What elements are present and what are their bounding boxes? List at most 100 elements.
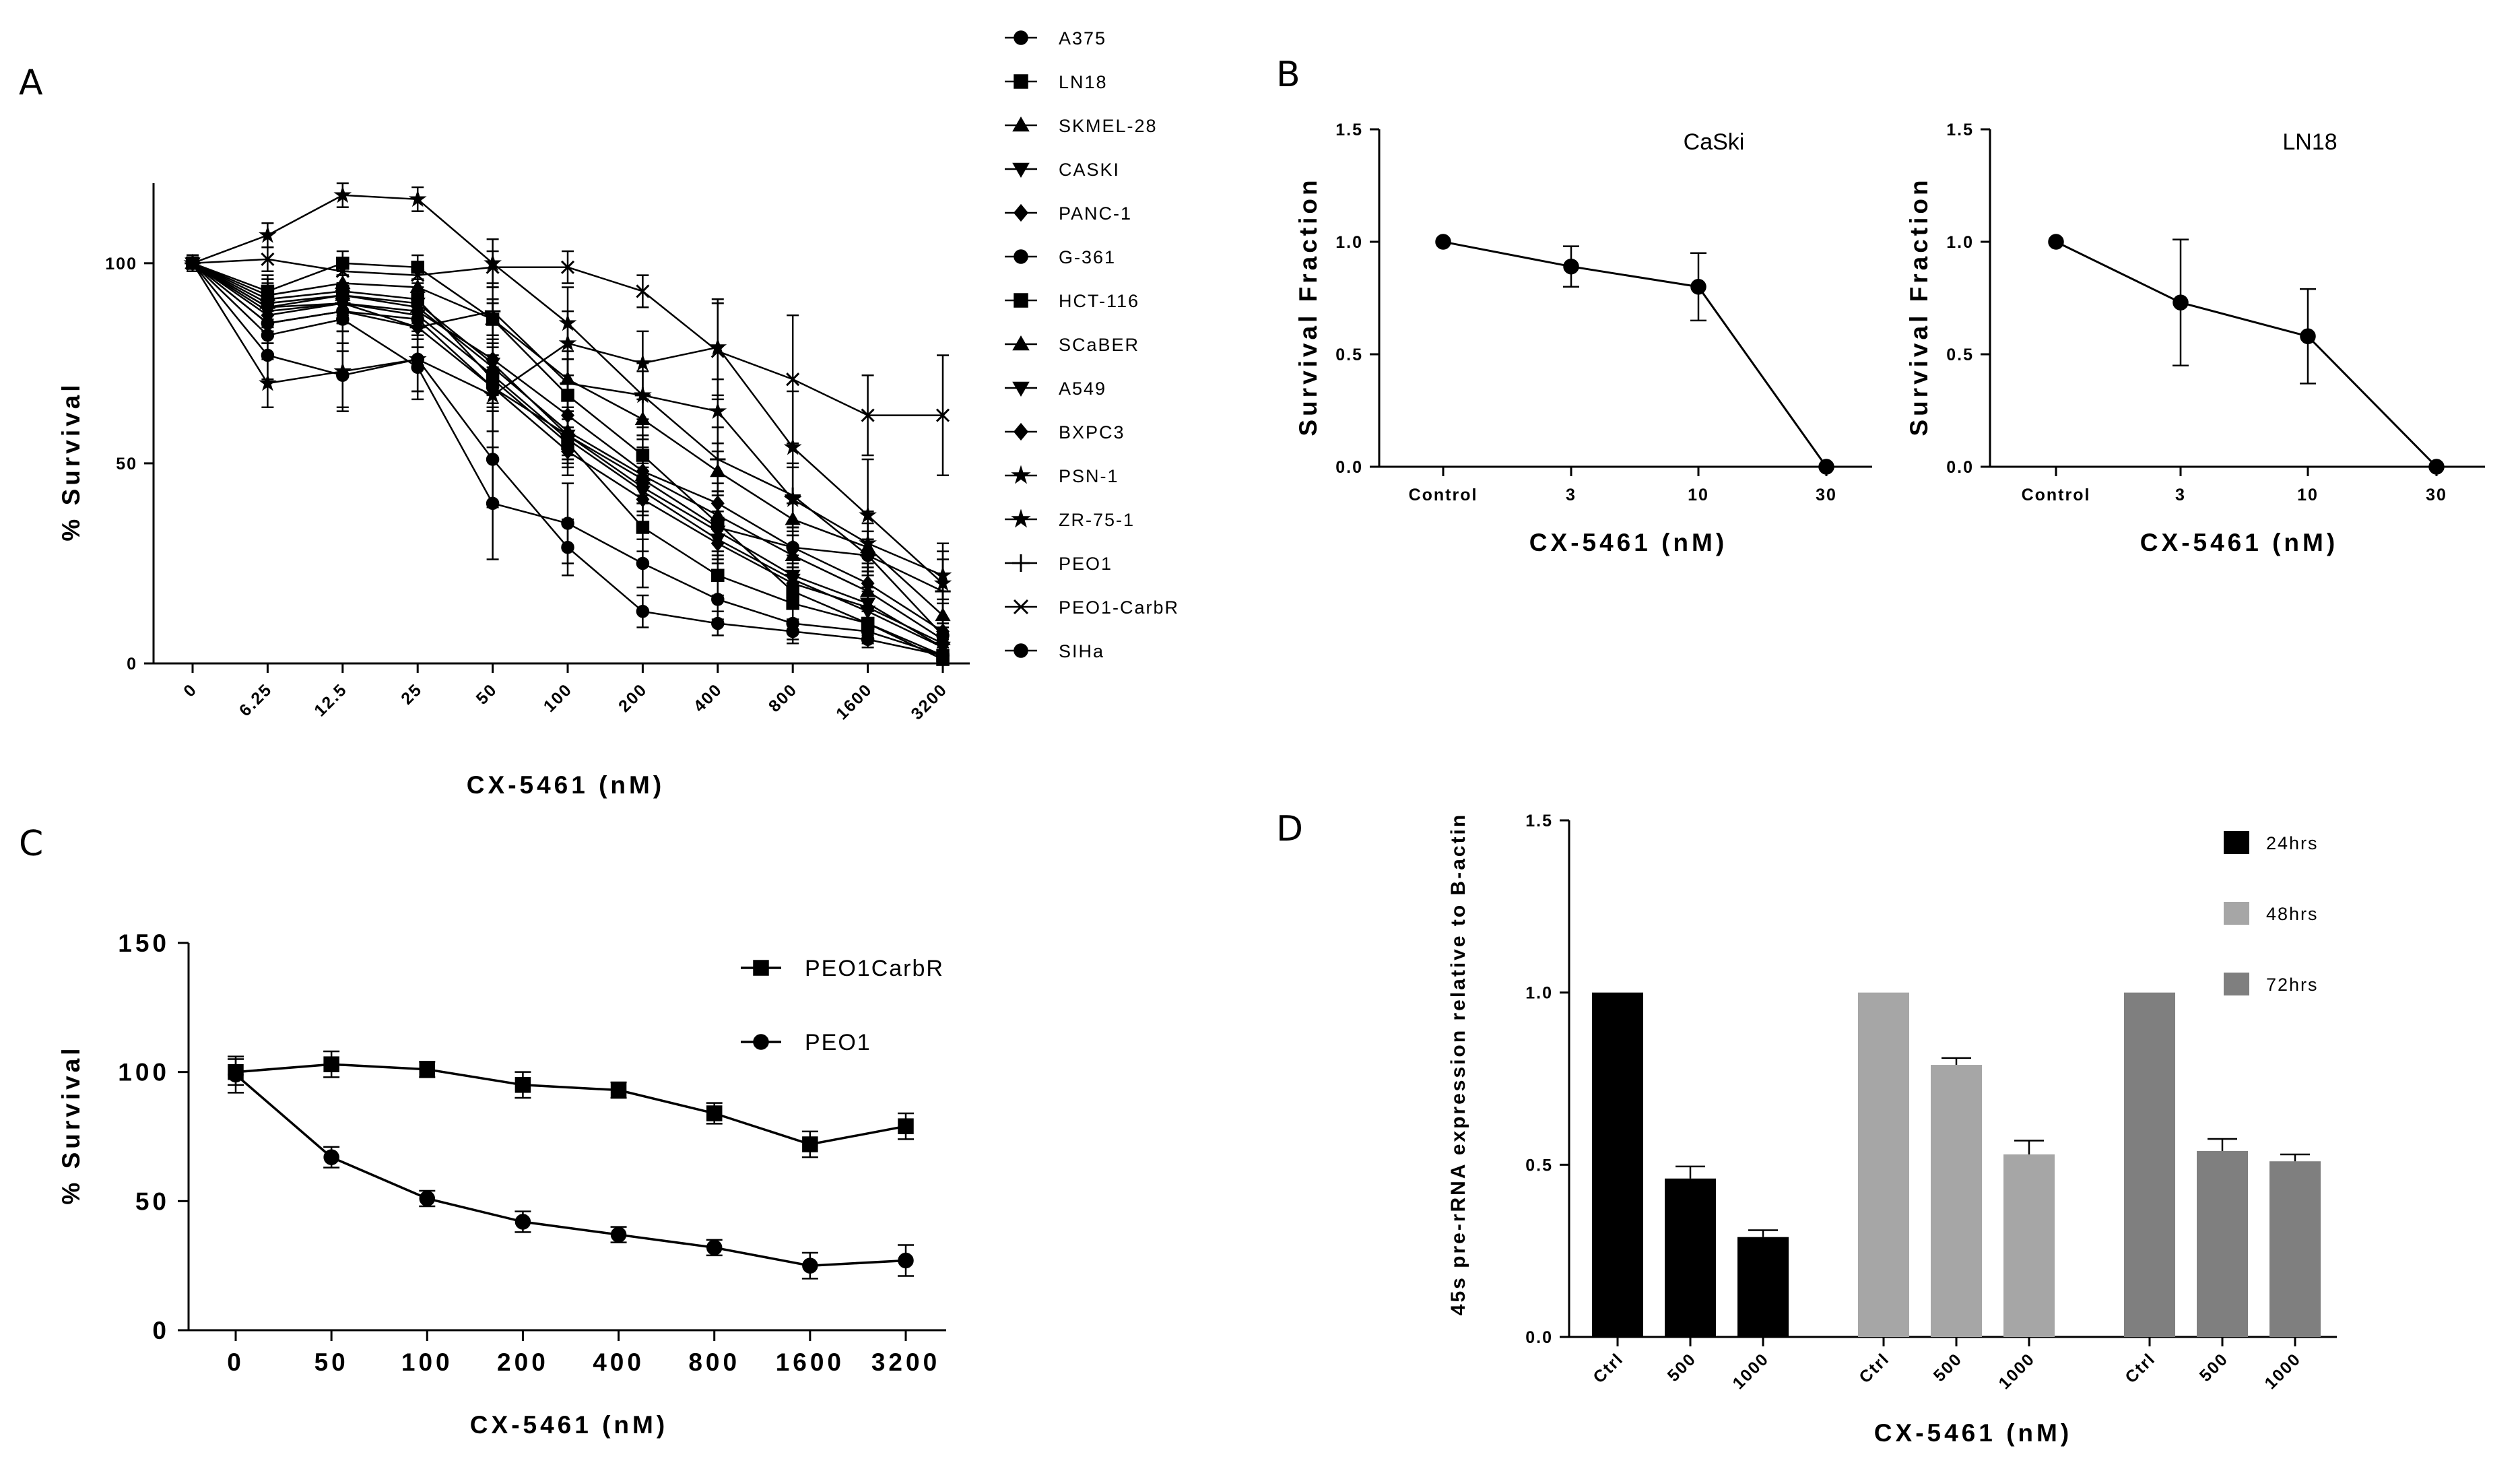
- panel-b-ln18-x-tick-label: Control: [2022, 486, 2091, 504]
- panel-d-bar: [1931, 1065, 1982, 1337]
- panel-d-errorbar: [1942, 1057, 1971, 1066]
- panel-c-line-peo1: [234, 1074, 906, 1267]
- panel-b-ln18-xlabel: CX-5461 (nM): [2140, 529, 2338, 556]
- panel-c-point: [323, 1149, 339, 1165]
- panel-a-legend-label: CASKI: [1059, 160, 1120, 180]
- panel-a-point: [336, 313, 350, 326]
- panel-a-legend-label: LN18: [1059, 72, 1108, 92]
- panel-b-caski-chart: 0.0 0.5 1.0 1.5 Control 3 10 30 CaSki CX-5461 (…: [1294, 121, 1872, 556]
- panel-c-x-tick-label: 400: [593, 1348, 644, 1376]
- panel-b-caski-point: [1690, 279, 1706, 295]
- panel-c-y-tick-label: 0: [152, 1317, 170, 1344]
- panel-a-point: [486, 260, 500, 274]
- panel-label-d: D: [1276, 809, 1303, 849]
- panel-a-y-tick-label: 100: [105, 255, 137, 273]
- panel-a-point: [561, 443, 574, 460]
- panel-a-point: [935, 583, 951, 599]
- panel-c-legend-item-peo1carbr: PEO1CarbR: [741, 956, 943, 981]
- panel-a-point: [259, 299, 276, 315]
- panel-b-caski-xlabel: CX-5461 (nM): [1529, 529, 1727, 556]
- panel-d-bar: [2124, 992, 2175, 1337]
- panel-d-y-tick-label: 1.0: [1525, 984, 1553, 1003]
- panel-a-point: [935, 408, 950, 422]
- panel-b-ln18-ylabel: Survival Fraction: [1905, 176, 1933, 436]
- panel-a-legend-label: G-361: [1059, 247, 1116, 267]
- panel-a-point: [186, 257, 199, 270]
- panel-a-legend-marker: [1013, 599, 1029, 615]
- panel-a-legend-label: PSN-1: [1059, 466, 1119, 486]
- panel-d-legend-swatch: [2224, 831, 2249, 854]
- panel-a-legend-item-peo1: PEO1: [1005, 554, 1111, 574]
- panel-a-point: [411, 268, 425, 282]
- panel-c-point: [706, 1239, 723, 1256]
- panel-b-ln18-y-tick-label: 1.5: [1946, 121, 1974, 139]
- panel-b-ln18-chart: 0.0 0.5 1.0 1.5 Control 3 10 30 LN18 CX-5461 (n…: [1905, 121, 2485, 556]
- panel-a-legend-label: PEO1-CarbR: [1059, 597, 1179, 618]
- panel-a-point: [936, 649, 950, 662]
- panel-b-caski-axes: 0.0 0.5 1.0 1.5 Control 3 10 30: [1335, 121, 1872, 504]
- panel-c-series-peo1carbr: [228, 1050, 914, 1158]
- panel-c-point: [515, 1077, 531, 1093]
- panel-a-point: [710, 451, 726, 467]
- panel-a-point: [786, 616, 799, 630]
- panel-a-legend-item-siha: SIHa: [1005, 641, 1104, 661]
- panel-c-y-tick-label: 100: [118, 1059, 170, 1086]
- panel-a-x-tick-label: 50: [473, 680, 501, 708]
- panel-d-x-tick-label: Ctrl: [1589, 1349, 1627, 1387]
- panel-a-x-tick-label: 12.5: [310, 680, 351, 720]
- panel-d-x-tick-label: Ctrl: [2121, 1349, 2159, 1387]
- panel-label-c: C: [19, 824, 43, 864]
- panel-a-point: [636, 491, 650, 508]
- panel-a-legend-label: PANC-1: [1059, 203, 1132, 224]
- panel-a-legend-marker: [1011, 465, 1031, 484]
- panel-b-ln18-point: [2173, 294, 2189, 310]
- panel-d-x-tick-label: 1000: [1729, 1349, 1772, 1393]
- panel-b-ln18-series: [2048, 234, 2445, 475]
- panel-a-legend-marker: [1012, 381, 1030, 397]
- panel-a-legend-item-peo1-carbr: PEO1-CarbR: [1005, 597, 1179, 618]
- panel-c-x-tick-label: 50: [314, 1348, 349, 1376]
- panel-a-legend-item-hct-116: HCT-116: [1005, 291, 1138, 311]
- panel-a-legend-item-panc-1: PANC-1: [1005, 203, 1132, 224]
- panel-a-axes: 0 50 100 0 6.25 12.5 25 50 100 200 400 800 1600 3200: [105, 183, 970, 723]
- panel-a-point: [708, 401, 727, 420]
- panel-d-legend-label: 48hrs: [2266, 904, 2319, 924]
- panel-a-legend-marker: [1014, 422, 1028, 441]
- panel-a-legend-marker: [1012, 335, 1030, 351]
- panel-c-line-peo1carbr: [235, 1063, 906, 1146]
- panel-b-ln18-point: [2300, 328, 2316, 345]
- panel-a-legend-marker: [1014, 74, 1028, 89]
- panel-c-legend: PEO1CarbR PEO1: [741, 956, 943, 1055]
- panel-a-point: [859, 547, 876, 564]
- panel-d-bars: [1592, 992, 2321, 1337]
- panel-b-ln18-x-tick-label: 30: [2426, 486, 2447, 504]
- panel-d-legend-swatch: [2224, 902, 2249, 925]
- panel-a-legend-label: SKMEL-28: [1059, 116, 1158, 136]
- panel-c-x-tick-label: 3200: [871, 1348, 940, 1376]
- panel-a-legend-label: SIHa: [1059, 641, 1104, 661]
- panel-a-legend-marker: [1012, 554, 1030, 572]
- panel-a-point: [558, 313, 577, 331]
- panel-b-caski-title: CaSki: [1684, 129, 1745, 155]
- panel-d-y-tick-label: 1.5: [1525, 812, 1553, 830]
- panel-a-point: [711, 593, 725, 606]
- panel-c-point: [323, 1056, 339, 1072]
- panel-b-caski-series: [1435, 234, 1834, 475]
- panel-d-xlabel: CX-5461 (nM): [1874, 1419, 2072, 1447]
- panel-d-errorbar: [1748, 1229, 1778, 1237]
- panel-b-caski-ylabel: Survival Fraction: [1294, 176, 1322, 436]
- panel-d-chart: 0.0 0.5 1.0 1.5 Ctrl 500 1000 Ctrl 500 1000 Ctrl 50…: [1447, 812, 2337, 1447]
- panel-d-errorbar: [1676, 1165, 1705, 1179]
- panel-a-legend-label: BXPC3: [1059, 422, 1125, 443]
- panel-a-point: [634, 387, 651, 403]
- panel-d-bar: [1592, 992, 1643, 1337]
- panel-a-point: [636, 284, 650, 298]
- panel-a-legend-item-a375: A375: [1005, 28, 1105, 48]
- panel-d-x-tick-label: 500: [1930, 1349, 1966, 1385]
- panel-c-point: [610, 1082, 627, 1099]
- panel-a-x-tick-label: 25: [397, 680, 426, 708]
- panel-a-point: [861, 624, 875, 639]
- panel-c-point: [419, 1190, 436, 1207]
- panel-d-y-tick-label: 0.0: [1525, 1328, 1553, 1347]
